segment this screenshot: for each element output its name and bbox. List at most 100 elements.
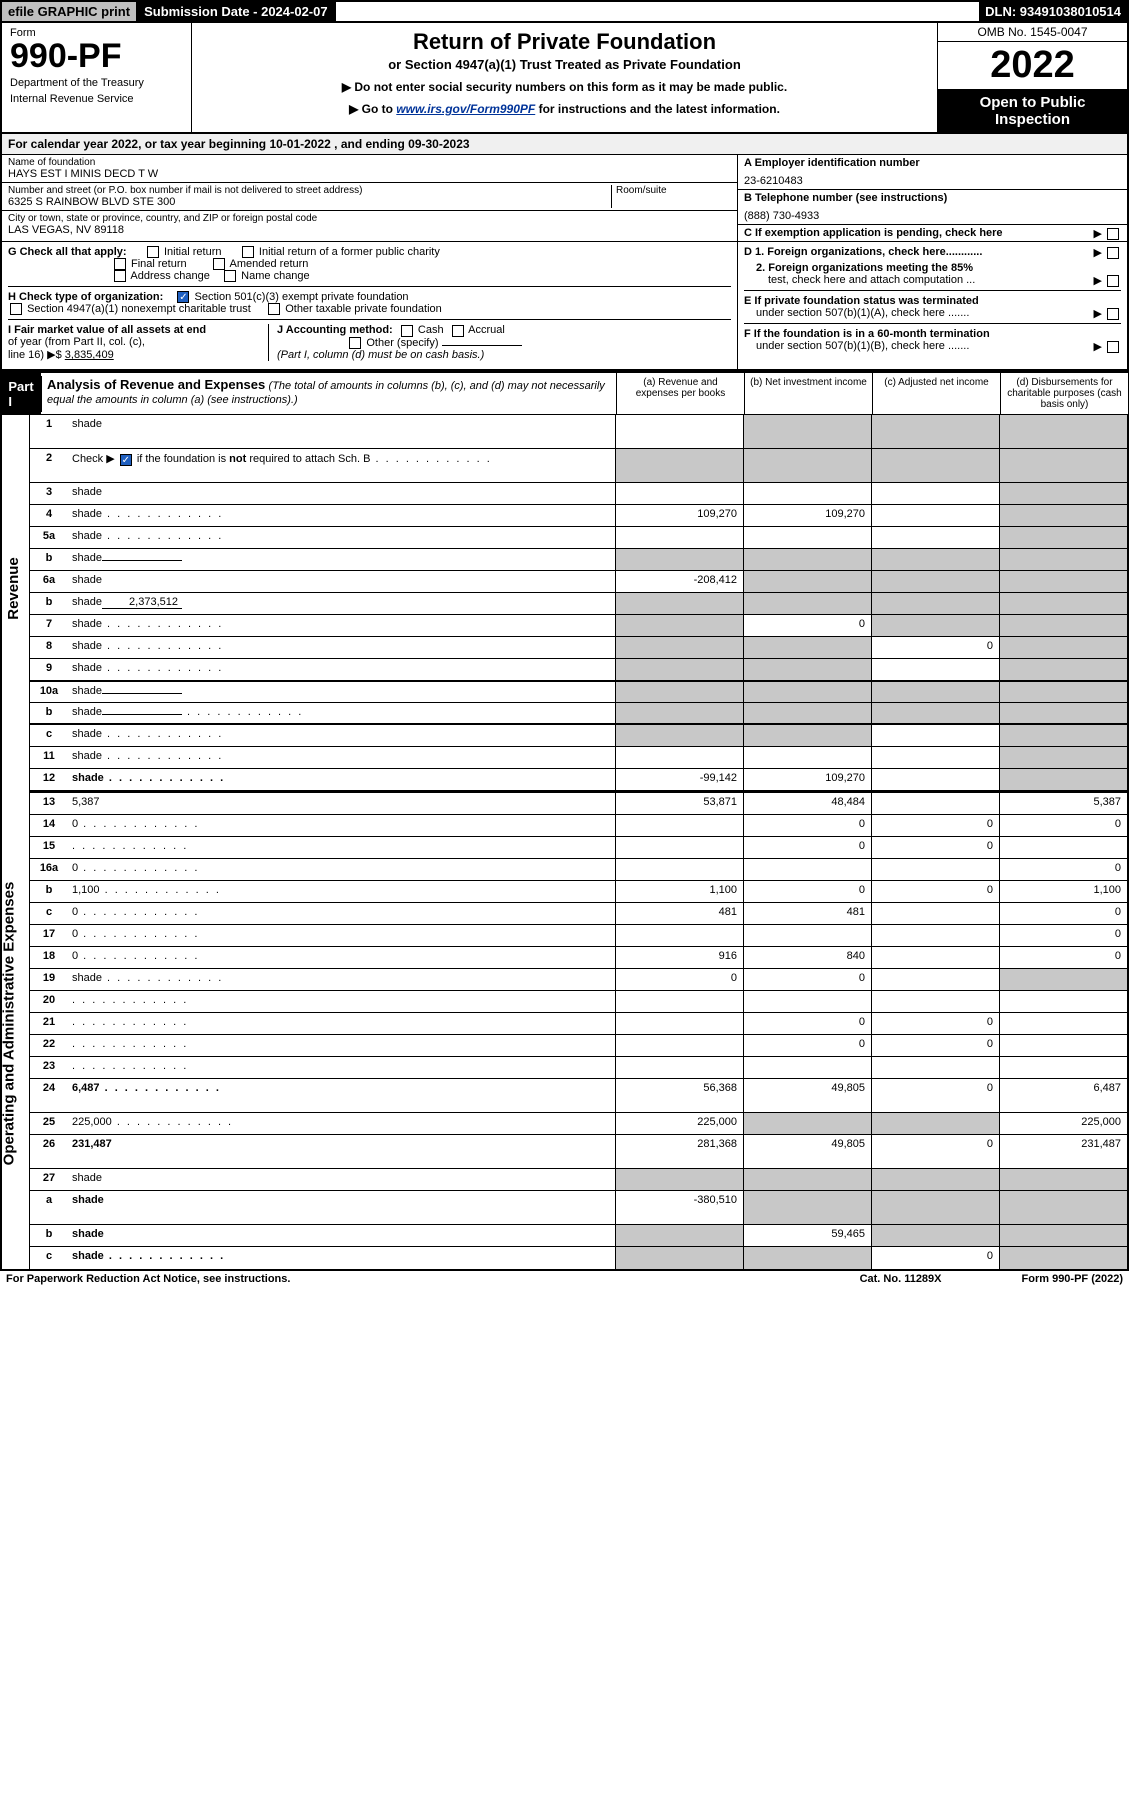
ein-label: A Employer identification number (744, 157, 1121, 169)
g-row: G Check all that apply: Initial return I… (8, 246, 731, 282)
cell-a (615, 527, 743, 548)
phone-value: (888) 730-4933 (744, 210, 1121, 222)
row-number: 1 (30, 415, 68, 448)
cell-d: 0 (999, 903, 1127, 924)
cell-a (615, 747, 743, 768)
row-number: 25 (30, 1113, 68, 1134)
row-number: 21 (30, 1013, 68, 1034)
table-row: 10ashade (30, 681, 1127, 703)
cell-c: 0 (871, 637, 999, 658)
chk-initial-fp[interactable] (242, 246, 254, 258)
cell-d: 0 (999, 925, 1127, 946)
chk-other-taxable[interactable] (268, 303, 280, 315)
row-number: 18 (30, 947, 68, 968)
table-row: 20 (30, 991, 1127, 1013)
cell-c: 0 (871, 1013, 999, 1034)
cell-b (743, 747, 871, 768)
cell-c (871, 483, 999, 504)
chk-amended[interactable] (213, 258, 225, 270)
cell-c (871, 769, 999, 790)
col-b-header: (b) Net investment income (744, 373, 872, 414)
inline-value (102, 560, 182, 561)
cell-b (743, 483, 871, 504)
table-row: bshade59,465 (30, 1225, 1127, 1247)
cell-c (871, 703, 999, 723)
cell-b: 0 (743, 881, 871, 902)
cell-d (999, 1247, 1127, 1269)
cell-b: 0 (743, 615, 871, 636)
cell-c (871, 571, 999, 592)
cell-d: 231,487 (999, 1135, 1127, 1168)
efile-label: efile GRAPHIC print (2, 2, 138, 21)
table-row: 6ashade-208,412 (30, 571, 1127, 593)
table-row: cshade0 (30, 1247, 1127, 1269)
table-row: 7shade0 (30, 615, 1127, 637)
row-description: 0 (68, 925, 615, 946)
cell-d: 1,100 (999, 881, 1127, 902)
chk-4947[interactable] (10, 303, 22, 315)
cell-c (871, 747, 999, 768)
cell-b: 48,484 (743, 793, 871, 814)
submission-date: Submission Date - 2024-02-07 (138, 2, 336, 21)
cell-c (871, 725, 999, 746)
cell-c: 0 (871, 815, 999, 836)
chk-f[interactable] (1107, 341, 1119, 353)
row-description: shade (68, 682, 615, 702)
checkboxes-section: G Check all that apply: Initial return I… (0, 242, 1129, 371)
row-description: 225,000 (68, 1113, 615, 1134)
c-checkbox[interactable] (1107, 228, 1119, 240)
cell-c (871, 1191, 999, 1224)
cell-a (615, 1247, 743, 1269)
row-description: shade (68, 1169, 615, 1190)
chk-501c3[interactable] (177, 291, 189, 303)
row-number: 20 (30, 991, 68, 1012)
row-description: shade (68, 527, 615, 548)
row-number: 14 (30, 815, 68, 836)
cell-b (743, 703, 871, 723)
cell-a (615, 483, 743, 504)
cell-c (871, 793, 999, 814)
row-description (68, 1035, 615, 1056)
cell-d: 225,000 (999, 1113, 1127, 1134)
entity-info: Name of foundation HAYS EST I MINIS DECD… (0, 155, 1129, 242)
part1-label: Part I (0, 376, 41, 412)
cell-b: 59,465 (743, 1225, 871, 1246)
chk-e[interactable] (1107, 308, 1119, 320)
header-left: Form 990-PF Department of the Treasury I… (2, 23, 192, 132)
inline-value: 2,373,512 (102, 596, 182, 609)
row-description: shade (68, 1225, 615, 1246)
chk-address[interactable] (114, 270, 126, 282)
ssn-warning: ▶ Do not enter social security numbers o… (202, 80, 927, 94)
table-row: 2100 (30, 1013, 1127, 1035)
cell-a (615, 1013, 743, 1034)
chk-final[interactable] (114, 258, 126, 270)
j-block: J Accounting method: Cash Accrual Other … (268, 324, 731, 361)
cell-d (999, 969, 1127, 990)
irs-link[interactable]: www.irs.gov/Form990PF (396, 102, 535, 116)
cell-a (615, 837, 743, 858)
side-label-col: Revenue Operating and Administrative Exp… (2, 415, 30, 1269)
omb-number: OMB No. 1545-0047 (938, 23, 1127, 42)
row-number: b (30, 593, 68, 614)
cell-c (871, 1169, 999, 1190)
cell-c: 0 (871, 837, 999, 858)
cell-d (999, 505, 1127, 526)
chk-d1[interactable] (1107, 247, 1119, 259)
cell-b: 49,805 (743, 1135, 871, 1168)
chk-namechange[interactable] (224, 270, 236, 282)
cell-c (871, 659, 999, 680)
chk-other-method[interactable] (349, 337, 361, 349)
tax-year: 2022 (938, 42, 1127, 90)
row-description (68, 837, 615, 858)
cell-c (871, 947, 999, 968)
table-row: 12shade-99,142109,270 (30, 769, 1127, 791)
chk-cash[interactable] (401, 325, 413, 337)
cell-a: -208,412 (615, 571, 743, 592)
chk-accrual[interactable] (452, 325, 464, 337)
catalog-number: Cat. No. 11289X (860, 1273, 942, 1285)
chk-initial[interactable] (147, 246, 159, 258)
cell-b (743, 1247, 871, 1269)
row-description: shade (68, 769, 615, 790)
row-description: 5,387 (68, 793, 615, 814)
chk-d2[interactable] (1107, 275, 1119, 287)
